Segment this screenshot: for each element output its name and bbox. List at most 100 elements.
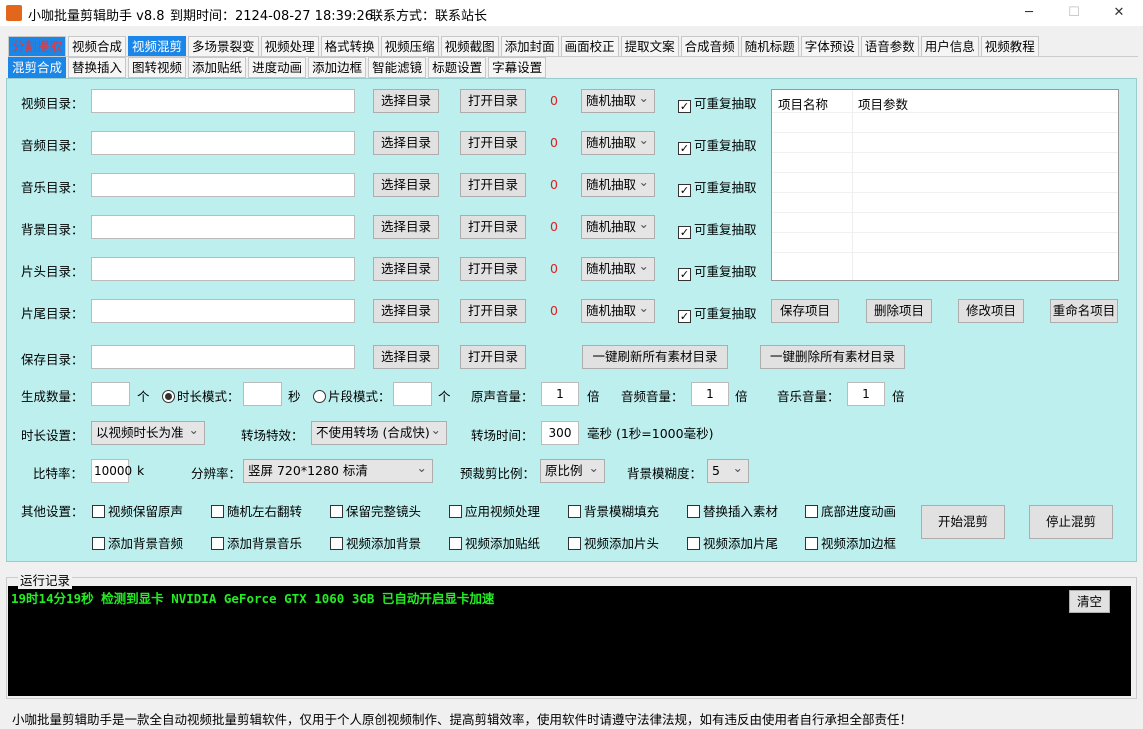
- tab-main-12[interactable]: 随机标题: [740, 36, 799, 57]
- tab-main-1[interactable]: 视频合成: [68, 36, 127, 57]
- extract-mode-select[interactable]: 随机抽取: [581, 213, 655, 239]
- dir-path-input[interactable]: [91, 173, 355, 197]
- crop-ratio-select[interactable]: 原比例: [540, 457, 605, 483]
- bitrate-input[interactable]: 10000: [91, 459, 132, 483]
- option-checkbox[interactable]: 添加背景音乐: [211, 533, 302, 552]
- tab-sub-3[interactable]: 添加贴纸: [188, 57, 247, 78]
- option-checkbox[interactable]: 保留完整镜头: [330, 501, 421, 520]
- tab-main-9[interactable]: 画面校正: [560, 36, 619, 57]
- blur-select[interactable]: 5: [707, 457, 749, 483]
- clear-log-button[interactable]: 清空: [1069, 590, 1110, 613]
- tab-main-11[interactable]: 合成音频: [680, 36, 739, 57]
- option-checkbox[interactable]: 背景模糊填充: [568, 501, 659, 520]
- repeat-checkbox[interactable]: ✓ 可重复抽取: [678, 261, 757, 281]
- tab-sub-6[interactable]: 智能滤镜: [368, 57, 427, 78]
- music-volume-input[interactable]: 1: [847, 382, 885, 406]
- delete-all-dirs-button[interactable]: 一键删除所有素材目录: [760, 345, 905, 369]
- open-dir-button[interactable]: 打开目录: [460, 299, 526, 323]
- dir-path-input[interactable]: [91, 131, 355, 155]
- option-checkbox[interactable]: 视频添加片尾: [687, 533, 778, 552]
- repeat-checkbox[interactable]: ✓ 可重复抽取: [678, 135, 757, 155]
- dir-path-input[interactable]: [91, 215, 355, 239]
- project-list[interactable]: 项目名称 项目参数: [771, 89, 1119, 281]
- select-dir-button[interactable]: 选择目录: [373, 299, 439, 323]
- open-dir-button[interactable]: 打开目录: [460, 257, 526, 281]
- close-button[interactable]: ✕: [1113, 5, 1125, 20]
- select-dir-button[interactable]: 选择目录: [373, 173, 439, 197]
- tab-main-8[interactable]: 添加封面: [500, 36, 559, 57]
- tab-main-5[interactable]: 格式转换: [320, 36, 379, 57]
- open-dir-button[interactable]: 打开目录: [460, 215, 526, 239]
- tab-sub-0[interactable]: 混剪合成: [8, 57, 67, 78]
- extract-mode-select[interactable]: 随机抽取: [581, 297, 655, 323]
- refresh-all-dirs-button[interactable]: 一键刷新所有素材目录: [582, 345, 728, 369]
- open-dir-button[interactable]: 打开目录: [460, 173, 526, 197]
- tab-sub-7[interactable]: 标题设置: [428, 57, 487, 78]
- option-checkbox[interactable]: 底部进度动画: [805, 501, 896, 520]
- tab-sub-8[interactable]: 字幕设置: [488, 57, 547, 78]
- option-checkbox[interactable]: 视频添加片头: [568, 533, 659, 552]
- duration-setting-select[interactable]: 以视频时长为准: [91, 419, 205, 445]
- dir-path-input[interactable]: [91, 299, 355, 323]
- option-checkbox[interactable]: 应用视频处理: [449, 501, 540, 520]
- select-dir-button[interactable]: 选择目录: [373, 131, 439, 155]
- orig-volume-input[interactable]: 1: [541, 382, 579, 406]
- minimize-button[interactable]: ─: [1025, 5, 1033, 20]
- option-checkbox[interactable]: 视频添加背景: [330, 533, 421, 552]
- tab-main-3[interactable]: 多场景裂变: [188, 36, 259, 57]
- duration-mode-radio[interactable]: 时长模式：: [162, 386, 240, 405]
- tab-main-16[interactable]: 视频教程: [980, 36, 1039, 57]
- tab-main-13[interactable]: 字体预设: [800, 36, 859, 57]
- segment-input[interactable]: [393, 382, 432, 406]
- tab-sub-1[interactable]: 替换插入: [68, 57, 127, 78]
- select-dir-button[interactable]: 选择目录: [373, 257, 439, 281]
- extract-mode-select[interactable]: 随机抽取: [581, 171, 655, 197]
- transition-time-input[interactable]: 300: [541, 421, 579, 445]
- repeat-checkbox[interactable]: ✓ 可重复抽取: [678, 177, 757, 197]
- option-checkbox[interactable]: 视频保留原声: [92, 501, 183, 520]
- extract-mode-select[interactable]: 随机抽取: [581, 87, 655, 113]
- delete-project-button[interactable]: 删除项目: [866, 299, 932, 323]
- repeat-checkbox[interactable]: ✓ 可重复抽取: [678, 93, 757, 113]
- tab-main-10[interactable]: 提取文案: [620, 36, 679, 57]
- option-checkbox[interactable]: 随机左右翻转: [211, 501, 302, 520]
- save-dir-input[interactable]: [91, 345, 355, 369]
- start-mix-button[interactable]: 开始混剪: [921, 505, 1005, 539]
- open-dir-button[interactable]: 打开目录: [460, 131, 526, 155]
- tab-main-15[interactable]: 用户信息: [920, 36, 979, 57]
- segment-mode-radio[interactable]: 片段模式：: [313, 386, 391, 405]
- open-dir-button[interactable]: 打开目录: [460, 89, 526, 113]
- save-project-button[interactable]: 保存项目: [771, 299, 839, 323]
- extract-mode-select[interactable]: 随机抽取: [581, 129, 655, 155]
- dir-path-input[interactable]: [91, 89, 355, 113]
- dir-path-input[interactable]: [91, 257, 355, 281]
- count-input[interactable]: [91, 382, 130, 406]
- select-dir-button[interactable]: 选择目录: [373, 215, 439, 239]
- repeat-checkbox[interactable]: ✓ 可重复抽取: [678, 219, 757, 239]
- open-save-dir-button[interactable]: 打开目录: [460, 345, 526, 369]
- select-save-dir-button[interactable]: 选择目录: [373, 345, 439, 369]
- tab-main-4[interactable]: 视频处理: [260, 36, 319, 57]
- select-dir-button[interactable]: 选择目录: [373, 89, 439, 113]
- stop-mix-button[interactable]: 停止混剪: [1029, 505, 1113, 539]
- duration-input[interactable]: [243, 382, 282, 406]
- tab-main-0[interactable]: 分割提取: [8, 36, 67, 57]
- tab-sub-4[interactable]: 进度动画: [248, 57, 307, 78]
- tab-sub-2[interactable]: 图转视频: [128, 57, 187, 78]
- option-checkbox[interactable]: 替换插入素材: [687, 501, 778, 520]
- maximize-button[interactable]: ☐: [1068, 5, 1080, 20]
- extract-mode-select[interactable]: 随机抽取: [581, 255, 655, 281]
- transition-select[interactable]: 不使用转场 (合成快): [311, 419, 447, 445]
- tab-main-2[interactable]: 视频混剪: [128, 36, 187, 57]
- tab-main-14[interactable]: 语音参数: [860, 36, 919, 57]
- resolution-select[interactable]: 竖屏 720*1280 标清: [243, 457, 433, 483]
- tab-main-6[interactable]: 视频压缩: [380, 36, 439, 57]
- tab-sub-5[interactable]: 添加边框: [308, 57, 367, 78]
- modify-project-button[interactable]: 修改项目: [958, 299, 1024, 323]
- audio-volume-input[interactable]: 1: [691, 382, 729, 406]
- rename-project-button[interactable]: 重命名项目: [1050, 299, 1118, 323]
- option-checkbox[interactable]: 视频添加边框: [805, 533, 896, 552]
- option-checkbox[interactable]: 添加背景音频: [92, 533, 183, 552]
- tab-main-7[interactable]: 视频截图: [440, 36, 499, 57]
- repeat-checkbox[interactable]: ✓ 可重复抽取: [678, 303, 757, 323]
